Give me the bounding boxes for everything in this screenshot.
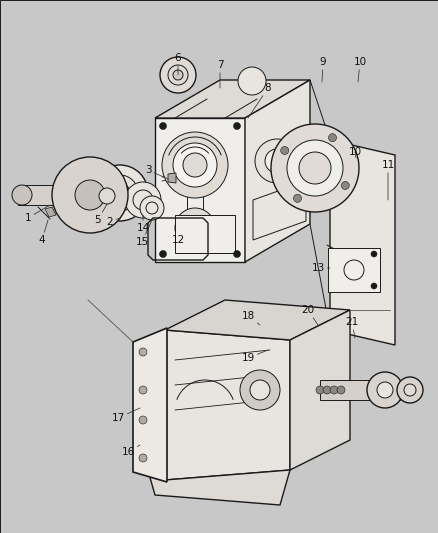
Text: 16: 16 [121,445,140,457]
Text: 21: 21 [345,317,358,338]
Text: 3: 3 [145,165,168,179]
Polygon shape [329,140,394,345]
Circle shape [139,454,147,462]
Circle shape [183,216,207,240]
Circle shape [52,157,128,233]
Bar [175,215,234,253]
Circle shape [265,149,288,173]
Circle shape [159,123,166,130]
Text: 10: 10 [353,57,366,82]
Circle shape [92,165,148,221]
Circle shape [329,386,337,394]
Polygon shape [145,460,290,505]
Circle shape [12,185,32,205]
Circle shape [286,140,342,196]
Text: 5: 5 [95,204,107,225]
Circle shape [233,123,240,130]
Text: 14: 14 [136,215,149,233]
Polygon shape [244,80,309,262]
Text: 7: 7 [216,60,223,88]
Text: 12: 12 [171,235,184,245]
Text: 4: 4 [39,220,48,245]
Circle shape [370,251,376,257]
Polygon shape [290,310,349,470]
Circle shape [328,134,336,142]
Circle shape [162,132,227,198]
Circle shape [139,416,147,424]
Circle shape [322,386,330,394]
Text: 17: 17 [111,408,140,423]
Polygon shape [165,300,349,340]
Circle shape [370,283,376,289]
Polygon shape [18,185,72,205]
Circle shape [270,124,358,212]
Circle shape [240,370,279,410]
Text: 8: 8 [247,83,271,118]
Text: 2: 2 [106,217,120,227]
Circle shape [173,143,216,187]
Circle shape [159,251,166,257]
Circle shape [175,208,215,248]
Text: 20: 20 [301,305,317,325]
Circle shape [159,57,195,93]
Circle shape [298,152,330,184]
Circle shape [254,139,298,183]
Bar [327,248,379,292]
Text: 10: 10 [348,147,361,158]
Circle shape [75,180,105,210]
Circle shape [403,384,415,396]
Polygon shape [145,330,290,480]
Circle shape [183,153,207,177]
Circle shape [110,183,130,203]
Circle shape [315,386,323,394]
Circle shape [340,182,349,190]
Circle shape [280,147,288,155]
Polygon shape [319,380,399,400]
Circle shape [139,386,147,394]
Text: 13: 13 [311,263,329,273]
Circle shape [336,386,344,394]
Text: 1: 1 [25,205,50,223]
Circle shape [140,196,164,220]
Circle shape [396,377,422,403]
Circle shape [173,70,183,80]
Text: 6: 6 [174,53,181,75]
Circle shape [99,188,115,204]
Circle shape [293,195,301,203]
Text: 11: 11 [381,160,394,200]
Polygon shape [168,173,176,183]
Polygon shape [133,328,166,482]
Circle shape [249,380,269,400]
Circle shape [125,182,161,218]
Circle shape [366,372,402,408]
Text: 18: 18 [241,311,259,325]
Circle shape [237,67,265,95]
Polygon shape [155,80,309,118]
Text: 9: 9 [319,57,325,82]
Text: 19: 19 [241,350,267,363]
Circle shape [139,348,147,356]
Polygon shape [45,207,56,217]
Circle shape [376,382,392,398]
Text: 15: 15 [135,220,152,247]
Polygon shape [252,181,305,240]
Polygon shape [155,118,244,262]
Circle shape [233,251,240,257]
